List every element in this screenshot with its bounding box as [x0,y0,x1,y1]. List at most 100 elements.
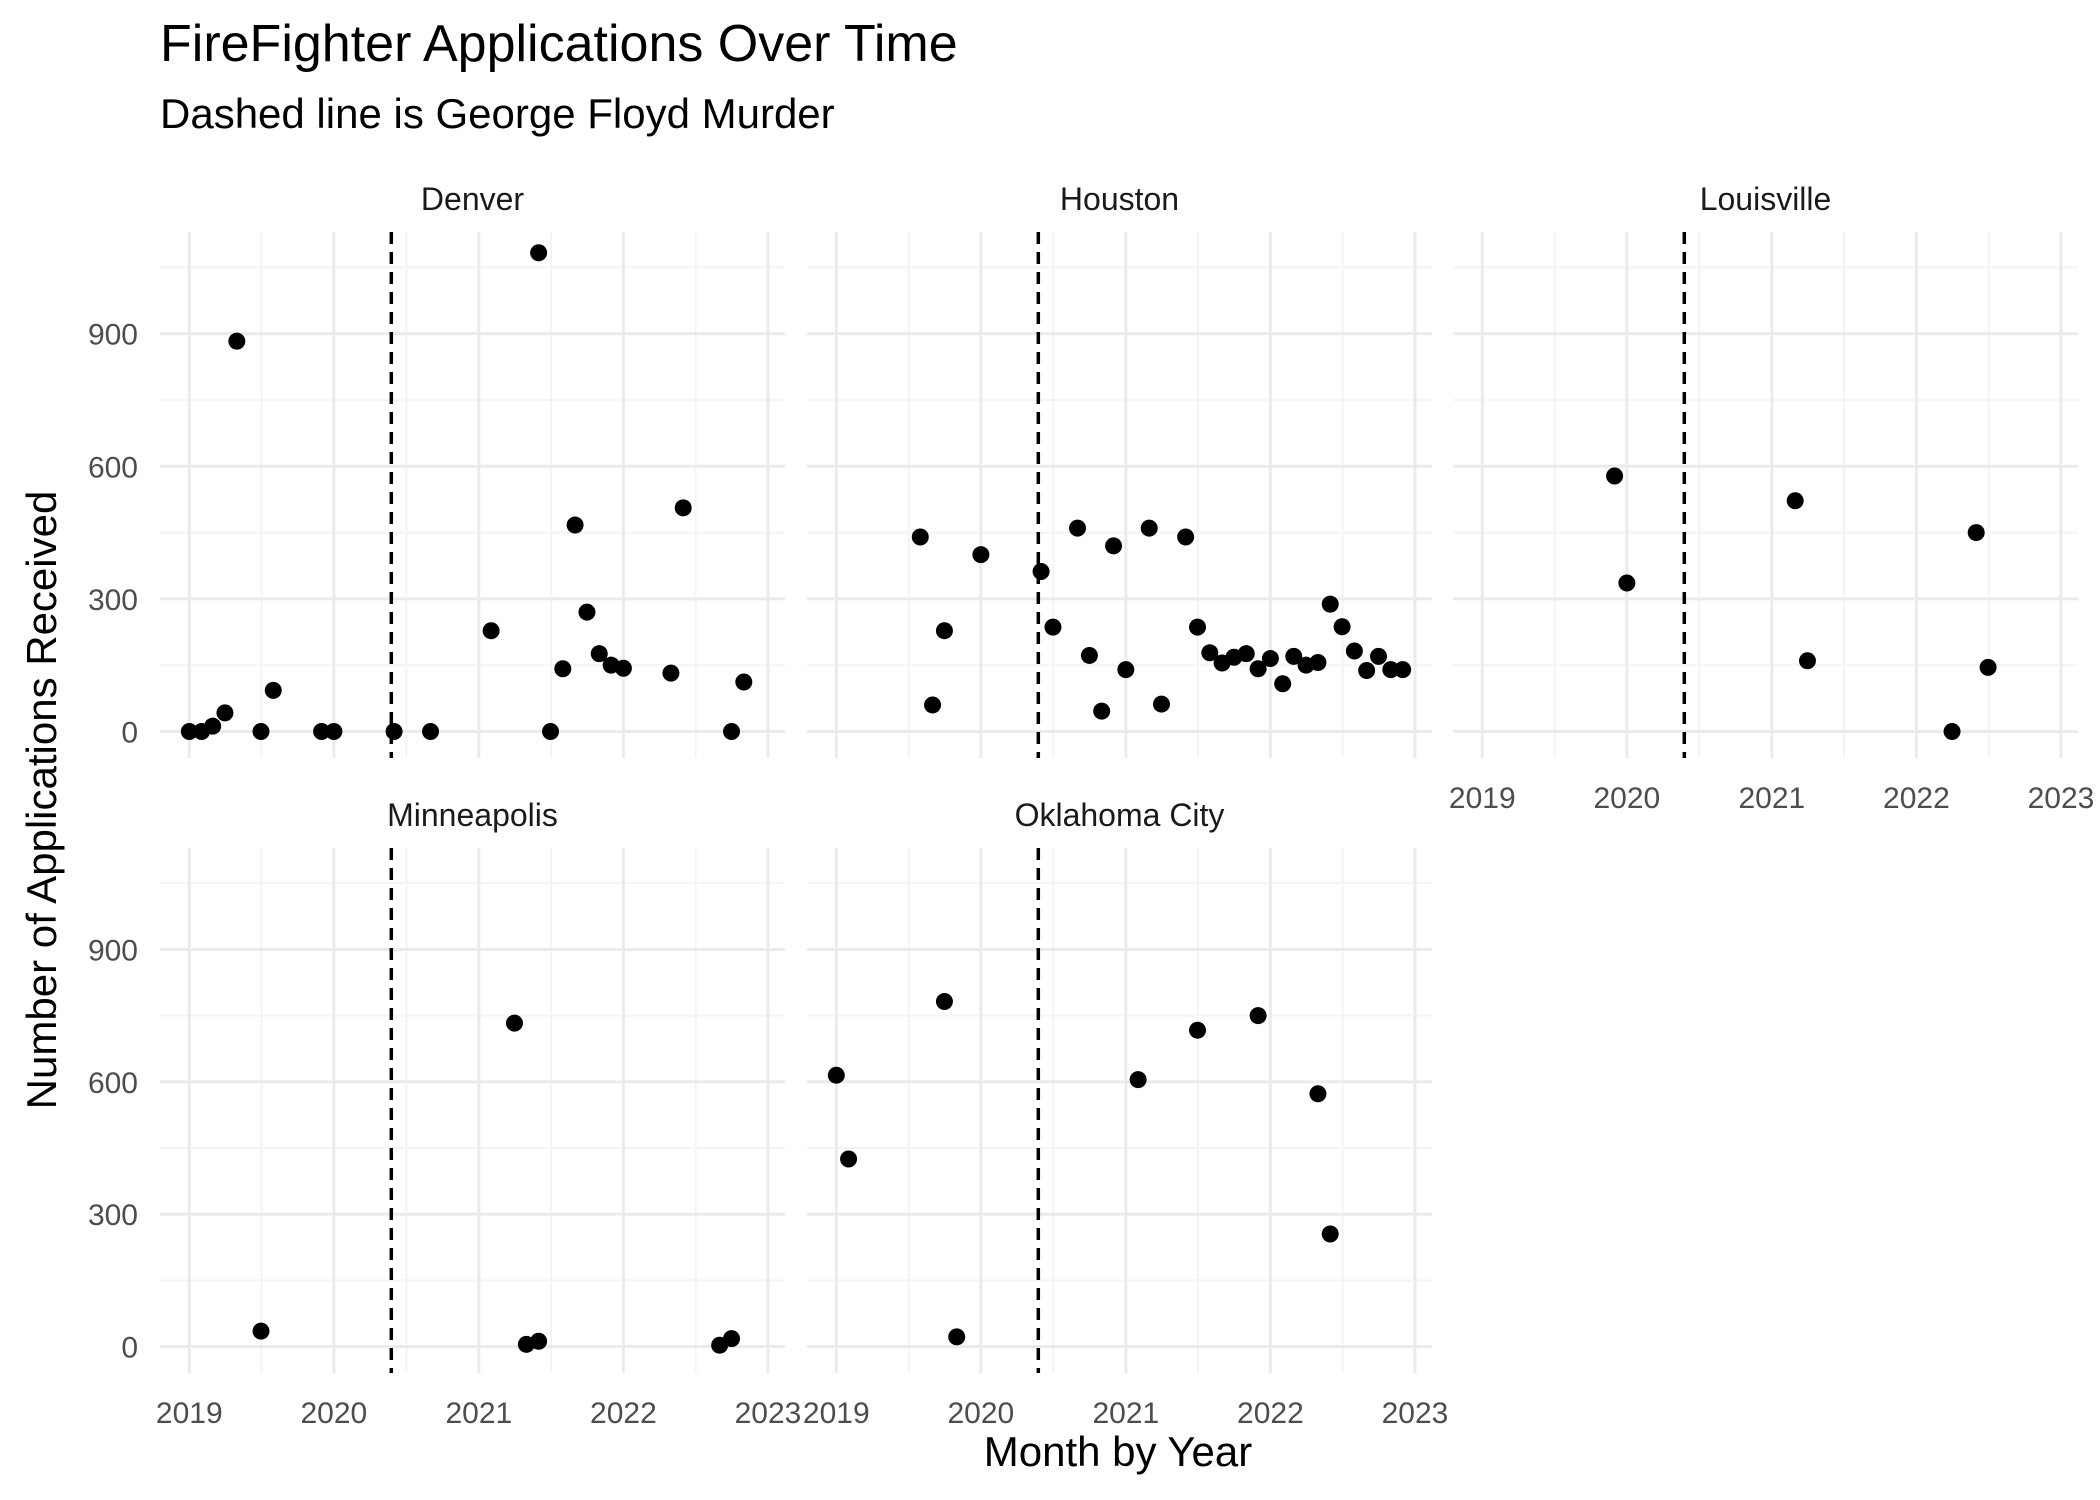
facet-label: Louisville [1700,181,1832,217]
data-point [911,528,929,546]
x-tick-label: 2020 [301,1397,368,1430]
data-point [530,244,548,262]
x-tick-label: 2022 [590,1397,657,1430]
data-point [1080,646,1098,664]
data-point [252,722,270,740]
data-point [1044,618,1062,636]
data-point [1032,562,1050,580]
y-tick-label: 900 [88,319,138,352]
data-point [614,659,632,677]
data-point [1069,519,1087,537]
facet-panel: Oklahoma City 2019 2020 2021 2022 2023 [803,797,1448,1430]
x-tick-label: 2020 [948,1397,1015,1430]
data-point [1309,654,1327,672]
facet-label: Houston [1060,181,1179,217]
y-tick-label: 300 [88,1199,138,1232]
facet-panel: Minneapolis 0 300 600 900 2019 2020 2021 2022 202… [88,797,801,1430]
data-point [972,546,990,564]
data-point [542,722,560,740]
x-tick-label: 2019 [1449,782,1516,815]
chart-title: FireFighter Applications Over Time [160,15,958,73]
facet-panel: Louisville 2019 2020 2021 2022 2023 [1449,181,2094,815]
data-point [723,1330,741,1348]
data-point [252,1322,270,1340]
data-point [590,645,608,663]
data-point [840,1150,858,1168]
data-point [935,993,953,1011]
facet-panel: Denver 0 300 600 900 [88,181,785,758]
data-point [1117,661,1135,679]
data-point [422,722,440,740]
data-point [264,681,282,699]
data-point [827,1066,845,1084]
data-point [1189,1021,1207,1039]
data-point [1606,467,1624,485]
data-point [924,696,942,714]
y-tick-label: 600 [88,1067,138,1100]
data-point [1237,645,1255,663]
data-point [1249,660,1267,678]
facet-label: Minneapolis [387,797,558,833]
data-point [578,603,596,621]
facet-label: Denver [421,181,525,217]
x-tick-label: 2020 [1594,782,1661,815]
x-axis-title: Month by Year [984,1428,1253,1475]
data-point [505,1014,523,1032]
data-point [1261,650,1279,668]
y-tick-label: 900 [88,934,138,967]
data-point [1152,695,1170,713]
data-point [325,722,343,740]
data-point [1177,528,1195,546]
data-point [554,660,572,678]
x-tick-label: 2023 [735,1397,802,1430]
data-point [1394,661,1412,679]
x-tick-label: 2023 [2028,782,2095,815]
data-point [180,722,198,740]
data-point [1979,658,1997,676]
data-point [1274,675,1292,693]
data-point [1321,595,1339,613]
data-point [1189,618,1207,636]
data-point [1201,644,1219,662]
data-point [1370,647,1388,665]
x-tick-label: 2021 [1738,782,1805,815]
data-point [216,704,234,722]
x-tick-label: 2023 [1382,1397,1449,1430]
y-tick-label: 0 [121,1332,138,1365]
data-point [482,622,500,640]
data-point [1105,537,1123,555]
facet-label: Oklahoma City [1015,797,1225,833]
x-tick-label: 2022 [1237,1397,1304,1430]
x-tick-label: 2021 [445,1397,512,1430]
y-axis-title: Number of Applications Received [18,491,65,1110]
x-tick-label: 2019 [803,1397,870,1430]
x-tick-label: 2019 [156,1397,223,1430]
data-point [662,664,680,682]
data-point [1345,642,1363,660]
data-point [1943,722,1961,740]
y-tick-label: 600 [88,451,138,484]
y-tick-label: 0 [121,716,138,749]
data-point [1321,1225,1339,1243]
data-point [204,717,222,735]
data-point [674,499,692,517]
data-point [228,332,246,350]
data-point [1382,661,1400,679]
x-tick-label: 2021 [1092,1397,1159,1430]
data-point [313,722,331,740]
data-point [385,722,403,740]
data-point [935,622,953,640]
data-point [1309,1085,1327,1103]
data-point [735,673,753,691]
data-point [1333,618,1351,636]
data-point [723,722,741,740]
data-point [1798,652,1816,670]
x-tick-label: 2022 [1883,782,1950,815]
data-point [1285,647,1303,665]
data-point [1786,492,1804,510]
data-point [530,1332,548,1350]
data-point [1618,574,1636,592]
y-tick-label: 300 [88,584,138,617]
